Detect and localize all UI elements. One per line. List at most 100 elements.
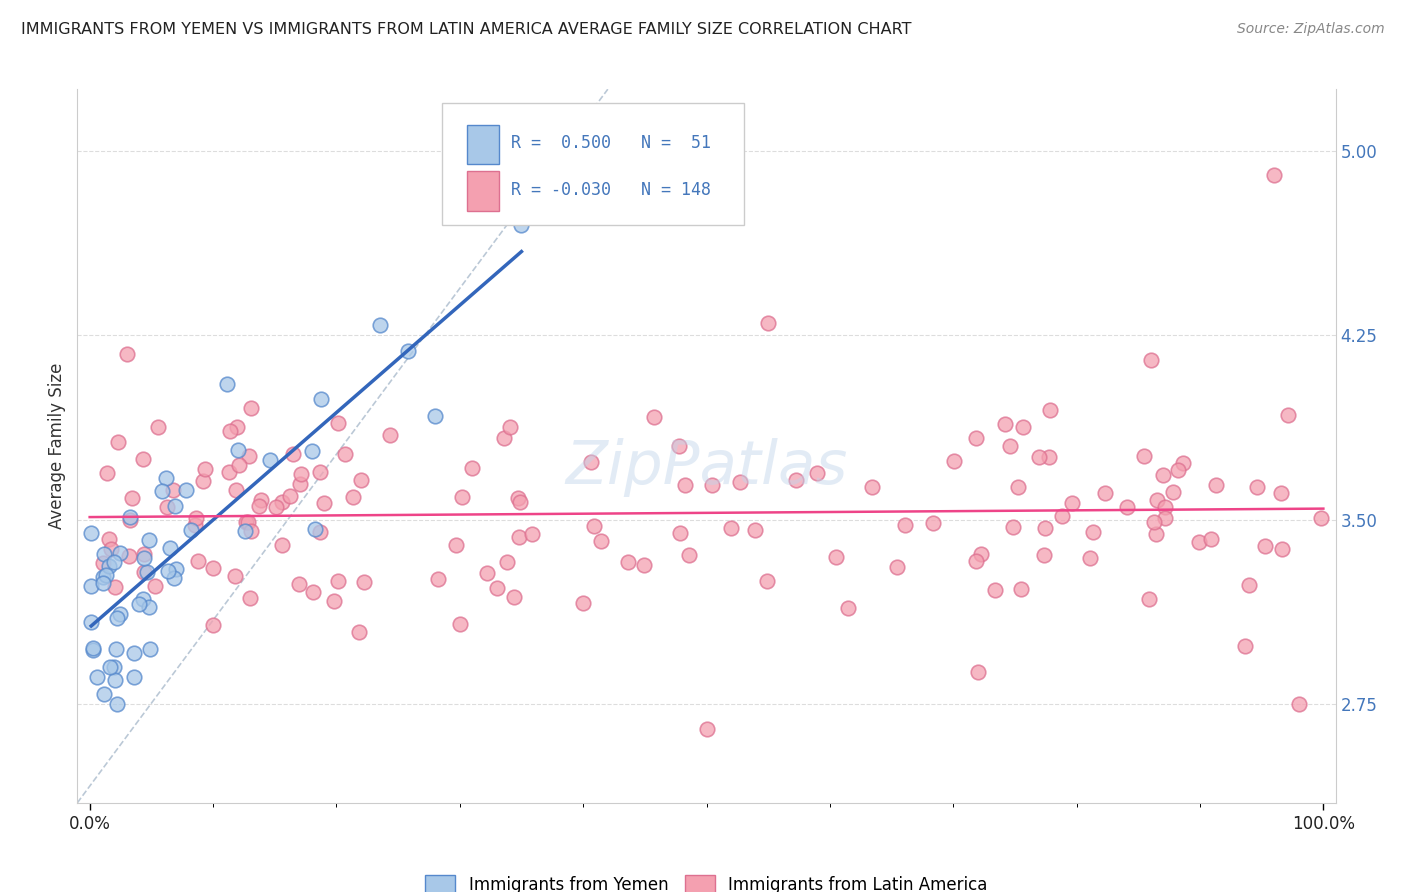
FancyBboxPatch shape — [443, 103, 744, 225]
Point — [249, 493, 271, 508]
Point — [1188, 535, 1211, 549]
Point — [1083, 525, 1105, 540]
Point — [239, 591, 262, 605]
Text: R = -0.030   N = 148: R = -0.030 N = 148 — [512, 180, 711, 199]
Point — [108, 607, 131, 621]
Point — [475, 566, 498, 581]
Point — [1011, 420, 1033, 434]
Point — [423, 409, 446, 424]
Point — [1033, 520, 1056, 534]
Point — [174, 483, 197, 498]
Point — [132, 592, 155, 607]
Point — [238, 449, 260, 463]
Point — [156, 500, 179, 514]
Point — [965, 431, 987, 445]
Point — [983, 582, 1005, 597]
Point — [98, 532, 121, 546]
Point — [1007, 480, 1029, 494]
Point — [506, 491, 529, 505]
Point — [247, 499, 270, 513]
Point — [288, 477, 311, 491]
Point — [669, 526, 692, 541]
Point — [308, 524, 330, 539]
Point — [1199, 532, 1222, 546]
Point — [720, 521, 742, 535]
Point — [508, 530, 530, 544]
FancyBboxPatch shape — [467, 125, 499, 164]
Point — [163, 499, 186, 513]
Point — [122, 646, 145, 660]
Point — [1270, 486, 1292, 500]
Point — [218, 466, 240, 480]
Text: IMMIGRANTS FROM YEMEN VS IMMIGRANTS FROM LATIN AMERICA AVERAGE FAMILY SIZE CORRE: IMMIGRANTS FROM YEMEN VS IMMIGRANTS FROM… — [21, 22, 911, 37]
Point — [1146, 493, 1168, 508]
Point — [353, 575, 375, 590]
Point — [998, 439, 1021, 453]
Point — [96, 466, 118, 480]
Point — [583, 518, 606, 533]
Point — [235, 524, 257, 538]
Point — [304, 522, 326, 536]
Point — [486, 581, 509, 595]
Point — [616, 555, 638, 569]
Point — [91, 556, 114, 570]
Point — [86, 671, 108, 685]
Point — [270, 538, 292, 552]
Point — [1152, 467, 1174, 482]
Point — [965, 554, 987, 568]
Point — [312, 496, 335, 510]
Point — [1133, 450, 1156, 464]
Point — [162, 571, 184, 585]
Text: R =  0.500   N =  51: R = 0.500 N = 51 — [512, 134, 711, 153]
Point — [82, 640, 104, 655]
Point — [132, 565, 155, 579]
Point — [328, 416, 350, 430]
Point — [117, 549, 139, 564]
Point — [155, 471, 177, 485]
Point — [1271, 541, 1294, 556]
Point — [894, 518, 917, 533]
Point — [1254, 539, 1277, 553]
Point — [396, 344, 419, 359]
Point — [91, 570, 114, 584]
Point — [1137, 591, 1160, 606]
Point — [744, 523, 766, 537]
Point — [100, 541, 122, 556]
Point — [225, 419, 247, 434]
Point — [368, 318, 391, 332]
Point — [1167, 463, 1189, 477]
Point — [942, 454, 965, 468]
Point — [105, 611, 128, 625]
Point — [150, 483, 173, 498]
Point — [225, 483, 247, 497]
Point — [80, 579, 103, 593]
Point — [94, 568, 117, 582]
Point — [696, 722, 718, 736]
Point — [301, 584, 323, 599]
Point — [115, 347, 138, 361]
Point — [860, 480, 883, 494]
Point — [572, 596, 595, 610]
Point — [281, 447, 304, 461]
Point — [1139, 352, 1161, 367]
Point — [922, 516, 945, 530]
Point — [105, 698, 128, 712]
Point — [1205, 478, 1227, 492]
Point — [1094, 485, 1116, 500]
Point — [98, 660, 121, 674]
Point — [1039, 402, 1062, 417]
Point — [202, 561, 225, 575]
Point — [1234, 639, 1257, 653]
Point — [427, 572, 450, 586]
Point — [224, 569, 246, 583]
Point — [349, 625, 371, 640]
Point — [138, 533, 160, 548]
Point — [202, 618, 225, 632]
Point — [118, 509, 141, 524]
Point — [218, 424, 240, 438]
Point — [350, 473, 373, 487]
Point — [970, 547, 993, 561]
Point — [342, 490, 364, 504]
Point — [131, 452, 153, 467]
Point — [1028, 450, 1050, 465]
